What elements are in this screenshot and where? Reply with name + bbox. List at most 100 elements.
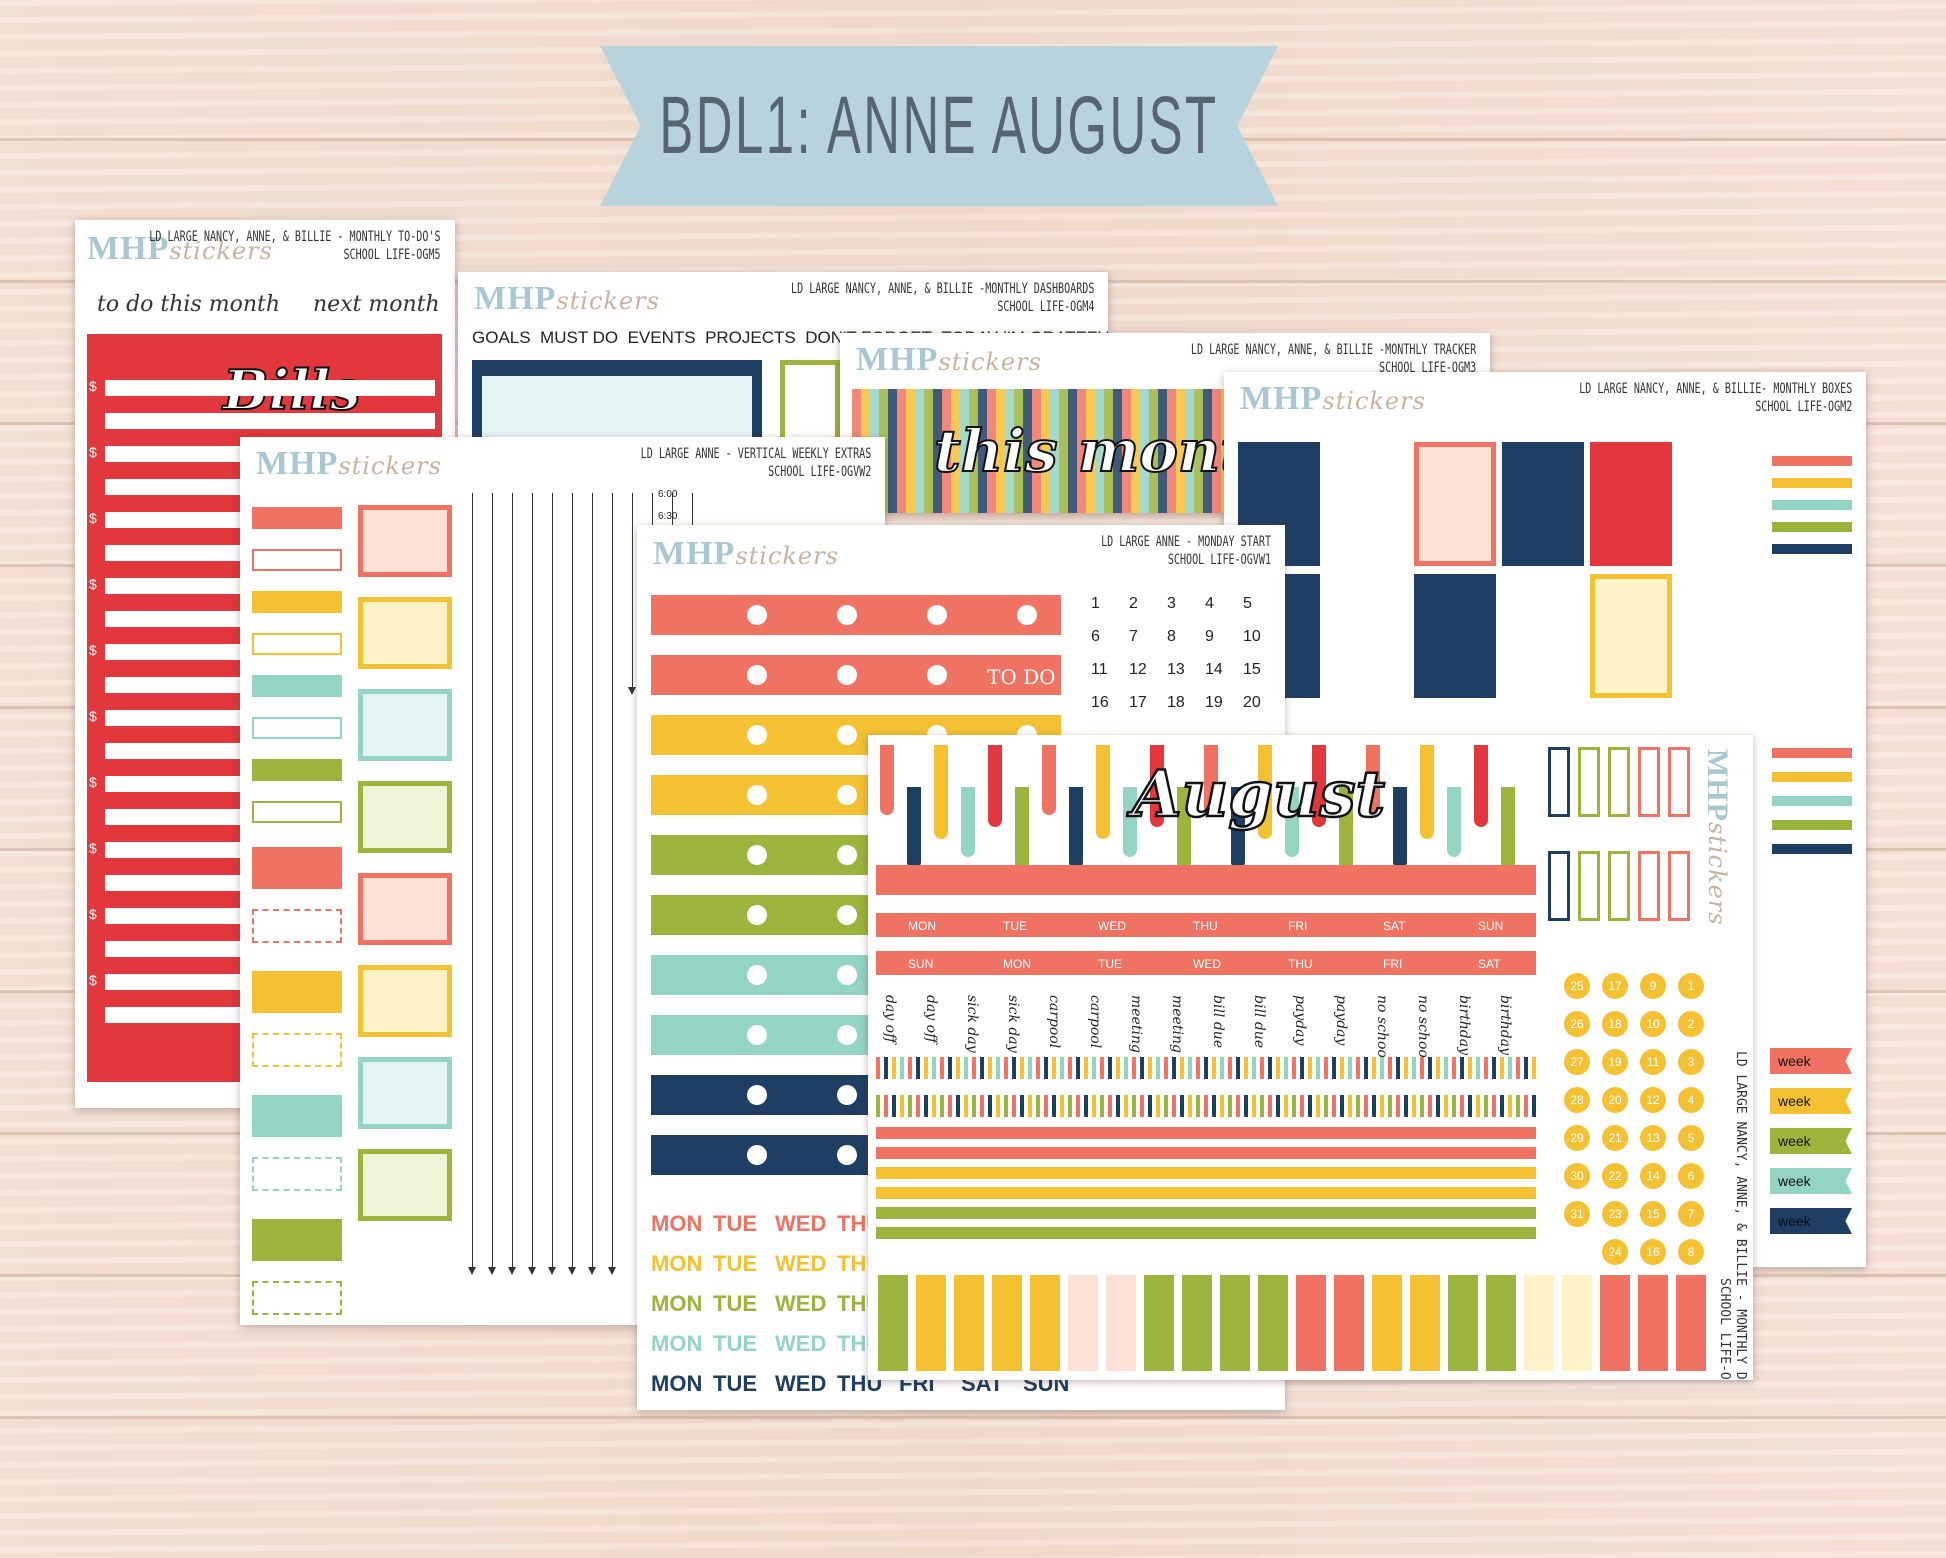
time-arrow [572, 493, 573, 1273]
day-label: TUE [713, 1291, 757, 1316]
header-stripe [876, 865, 1536, 895]
pencil-graphic [1096, 745, 1110, 839]
pencil-graphic [1312, 745, 1326, 827]
weekday-label: FRI [1383, 957, 1403, 971]
calendar-number: 14 [1205, 661, 1223, 678]
tab-sticker [1600, 1275, 1630, 1371]
script-word: no school [1374, 995, 1390, 1063]
time-arrow [472, 493, 473, 1273]
time-label: 6:00 [658, 489, 678, 500]
weekday-row-2 [876, 951, 1536, 975]
date-circle: 17 [1602, 973, 1628, 999]
box-sticker [358, 965, 452, 1037]
tab-sticker [954, 1275, 984, 1371]
calendar-number: 6 [1091, 628, 1100, 645]
arrow-head [468, 1267, 476, 1275]
calendar-number: 15 [1243, 661, 1261, 678]
date-circle: 21 [1602, 1125, 1628, 1151]
alphabet-pattern [852, 389, 1228, 513]
sheet-title: LD LARGE NANCY, ANNE, & BILLIE - MONTHLY… [149, 229, 441, 263]
box-sticker [358, 873, 452, 945]
tab-sticker [1258, 1275, 1288, 1371]
tab-sticker [1106, 1275, 1136, 1371]
calendar-number: 20 [1243, 694, 1261, 711]
washi-strip [876, 1095, 1536, 1117]
script-word: carpool [1087, 995, 1103, 1049]
checklist-dot [747, 1025, 767, 1045]
arrow-head [488, 1267, 496, 1275]
color-bar [876, 1147, 1536, 1159]
weekday-label: SUN [1478, 919, 1504, 933]
tall-box [1608, 747, 1630, 817]
tab-sticker [1448, 1275, 1478, 1371]
tall-box [1548, 851, 1570, 921]
dollar-sign: $ [89, 576, 97, 592]
checklist-dot [747, 965, 767, 985]
dollar-sign: $ [89, 774, 97, 790]
box-sticker [358, 1057, 452, 1129]
stripe-sticker [1772, 844, 1852, 854]
weekday-label: MON [1003, 957, 1031, 971]
checklist-dot [837, 1025, 857, 1045]
checklist-dot [747, 905, 767, 925]
block-sticker [252, 1281, 342, 1315]
label-sticker [252, 633, 342, 655]
box-tile [1326, 574, 1408, 698]
stripe-sticker [1772, 772, 1852, 782]
week-flag: week [1770, 1128, 1852, 1154]
calendar-number: 8 [1167, 628, 1176, 645]
day-label: MON [651, 1291, 703, 1316]
time-arrow [632, 493, 633, 693]
label-next-month: next month [313, 292, 440, 317]
brand-logo: MHPstickers [256, 445, 442, 482]
script-word: birthday [1497, 995, 1513, 1055]
box-tile [1326, 442, 1408, 566]
tab-sticker [1562, 1275, 1592, 1371]
calendar-number: 17 [1129, 694, 1147, 711]
pencil-graphic [1339, 787, 1353, 881]
tab-sticker [1486, 1275, 1516, 1371]
week-flag: week [1770, 1208, 1852, 1234]
date-circle: 25 [1564, 973, 1590, 999]
date-circle: 10 [1640, 1011, 1666, 1037]
week-flag: week [1770, 1088, 1852, 1114]
tab-sticker [1220, 1275, 1250, 1371]
time-arrow [492, 493, 493, 1273]
bill-line [105, 380, 435, 396]
pencil-graphic [1420, 745, 1434, 839]
date-circle: 13 [1640, 1125, 1666, 1151]
pencil-graphic [1015, 787, 1029, 881]
script-word: payday [1292, 995, 1308, 1046]
date-circle: 27 [1564, 1049, 1590, 1075]
color-bar [876, 1227, 1536, 1239]
sheet-title: LD LARGE NANCY, ANNE, & BILLIE- MONTHLY … [1578, 381, 1852, 415]
stripe-sticker [1772, 456, 1852, 466]
day-label: MON [651, 1371, 703, 1396]
calendar-number: 9 [1205, 628, 1214, 645]
bill-line [105, 413, 435, 429]
pencil-graphic [907, 787, 921, 869]
date-circle: 26 [1564, 1011, 1590, 1037]
box-tile [1414, 574, 1496, 698]
dollar-sign: $ [89, 906, 97, 922]
tall-box [1608, 851, 1630, 921]
weekday-label: WED [1098, 919, 1126, 933]
script-word: meeting [1169, 995, 1185, 1053]
color-bar [876, 1207, 1536, 1219]
day-label: WED [775, 1291, 827, 1316]
date-circle: 6 [1678, 1163, 1704, 1189]
calendar-number: 10 [1243, 628, 1261, 645]
tab-sticker [1296, 1275, 1326, 1371]
time-arrow [532, 493, 533, 1273]
checklist-dot [837, 665, 857, 685]
checklist-dot [837, 965, 857, 985]
tall-box [1638, 851, 1660, 921]
date-circle: 1 [1678, 973, 1704, 999]
brand-logo: MHPstickers [474, 280, 660, 317]
checklist-dot [927, 665, 947, 685]
checklist-dot [747, 1145, 767, 1165]
tab-sticker [1638, 1275, 1668, 1371]
checklist-dot [747, 1085, 767, 1105]
tab-sticker [1144, 1275, 1174, 1371]
date-circle: 23 [1602, 1201, 1628, 1227]
